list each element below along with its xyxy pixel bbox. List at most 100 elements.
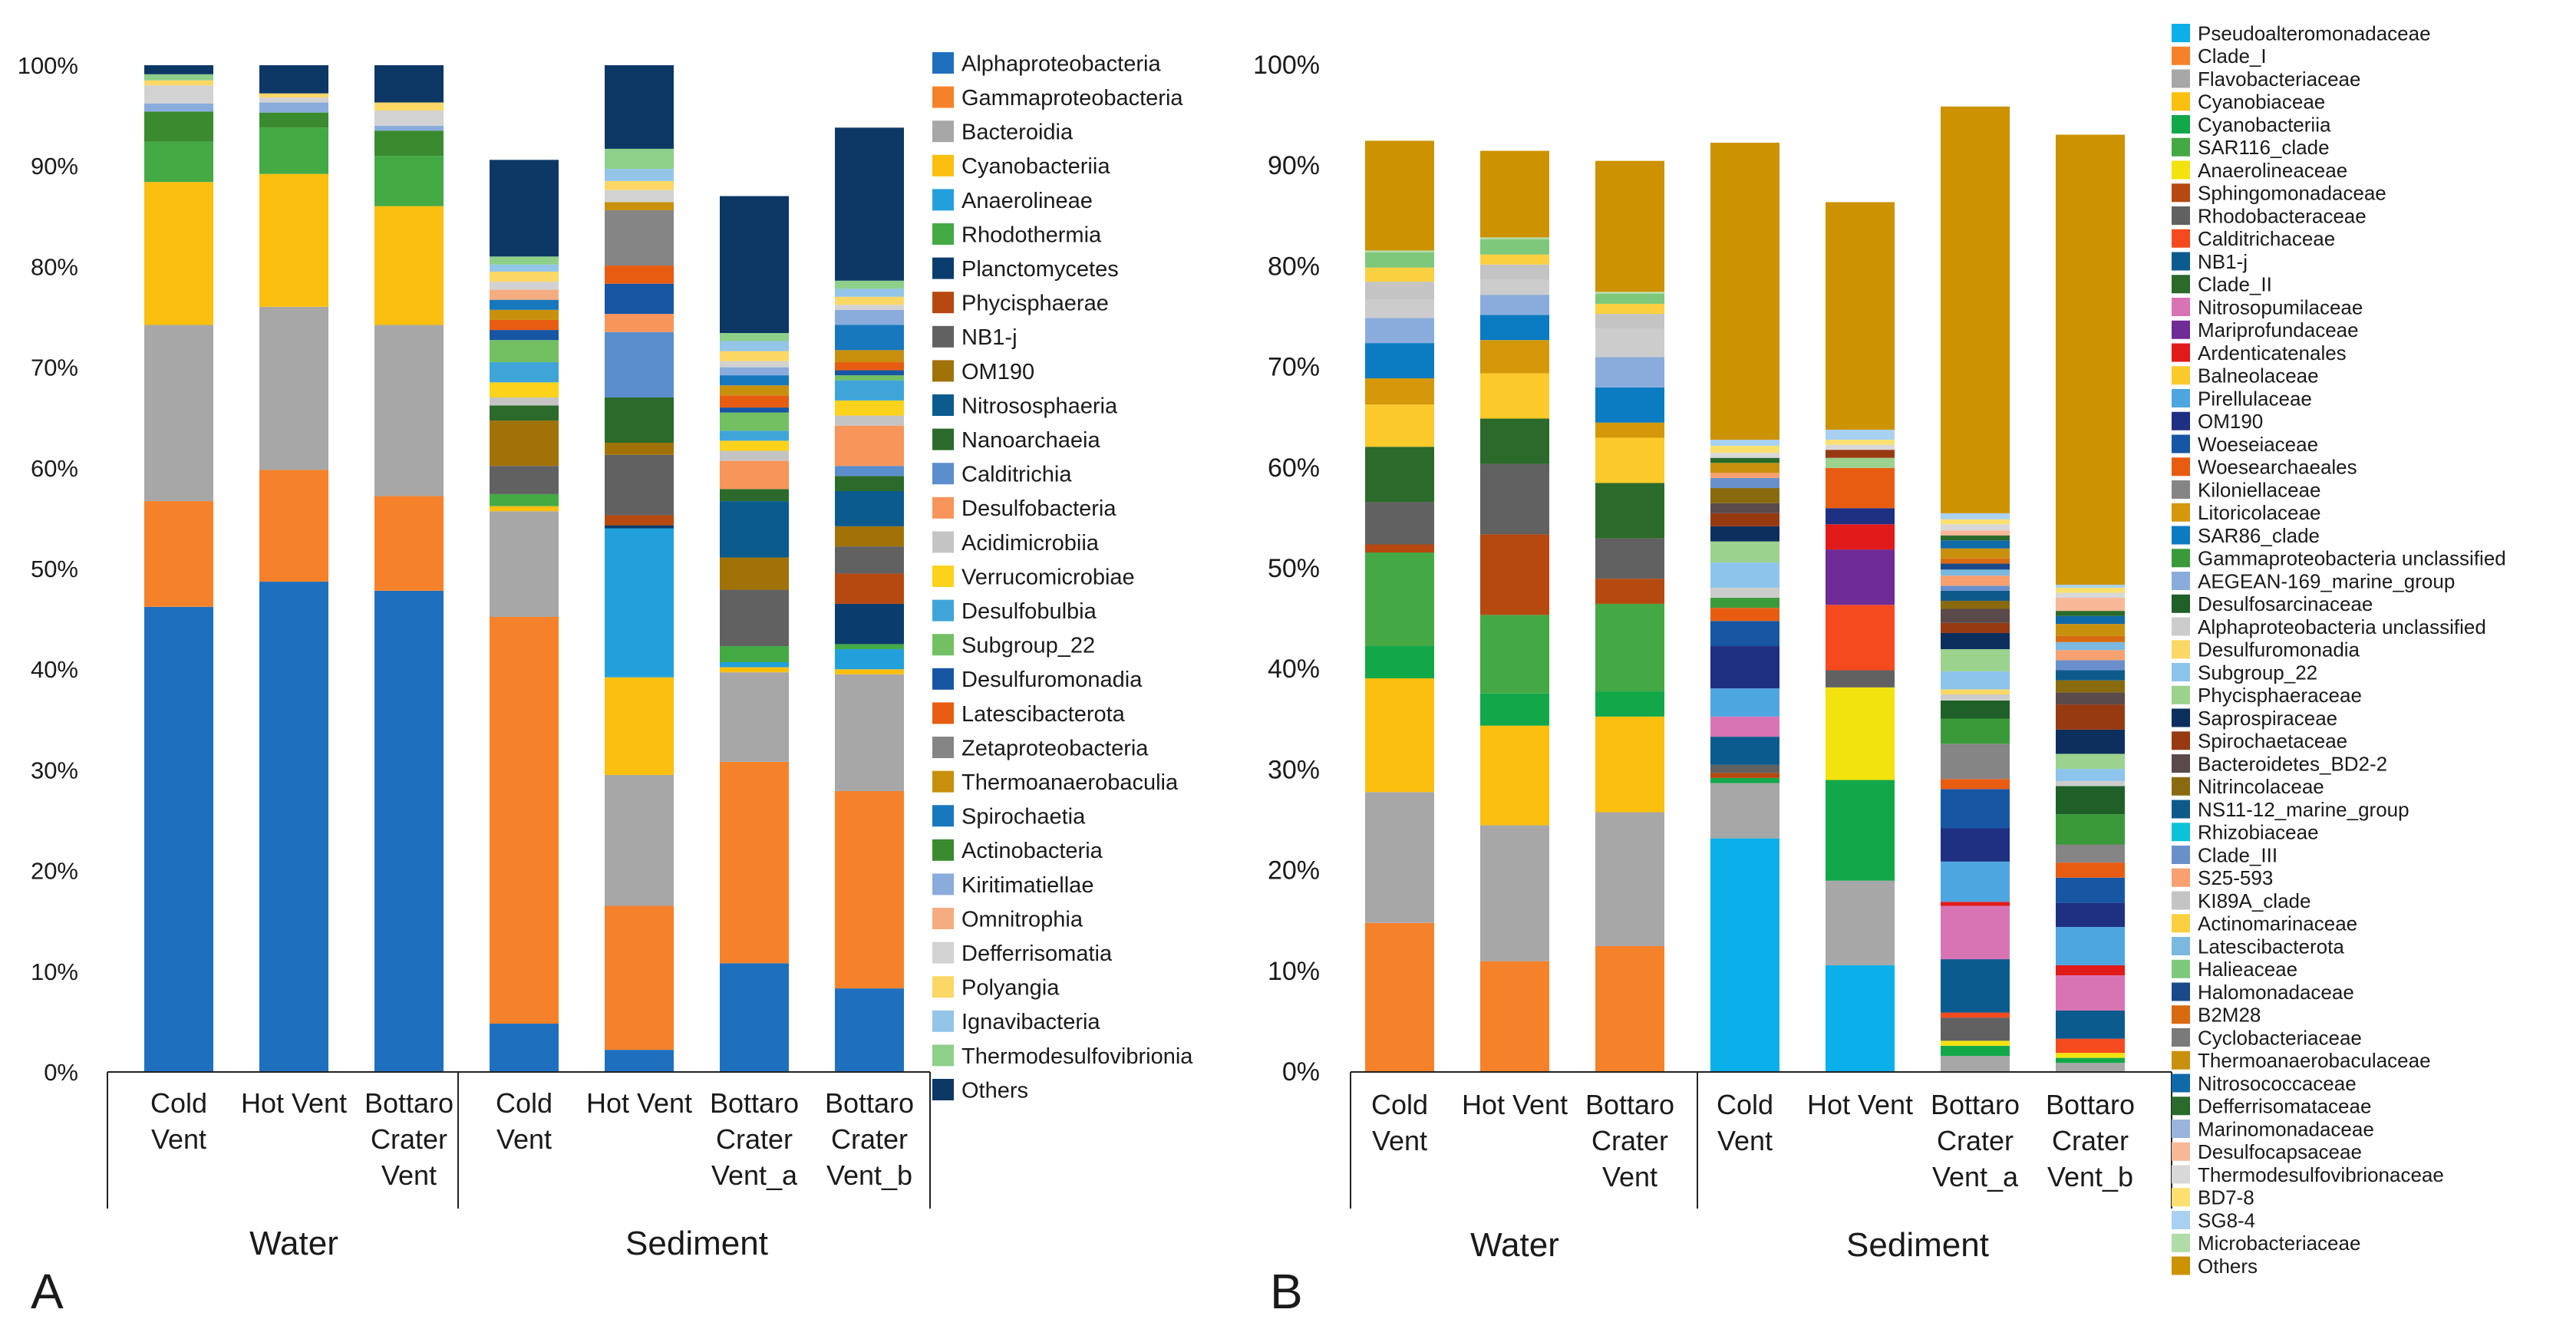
panel-b-legend-swatch-balneolaceae bbox=[2172, 366, 2190, 385]
panel-b-legend-label-thermodesulfovibrionaceae: Thermodesulfovibrionaceae bbox=[2198, 1163, 2444, 1186]
panel-b-legend-label-desulfocapsaceae: Desulfocapsaceae bbox=[2198, 1140, 2362, 1163]
panel-a-bar-segment-om190-5 bbox=[605, 443, 674, 455]
panel-a-bar-segment-kiritimatiellae-6 bbox=[720, 367, 789, 376]
panel-a-bar-segment-om190-4 bbox=[490, 420, 559, 467]
panel-b-bar-segment-woesearchaeales-7 bbox=[2056, 862, 2125, 878]
panel-b-legend-swatch-sar86-clade bbox=[2172, 526, 2190, 545]
panel-b-legend-swatch-cyanobiaceae bbox=[2172, 92, 2190, 111]
panel-b-legend-swatch-flavobacteriaceae bbox=[2172, 69, 2190, 88]
panel-a-category-label: Bottaro bbox=[710, 1087, 799, 1119]
panel-a-legend-label-nb1-j: NB1-j bbox=[961, 325, 1018, 350]
panel-b-legend-swatch-nitrosococcaceae bbox=[2172, 1074, 2190, 1093]
panel-b-bar-segment-ki89a-clade-2 bbox=[1480, 264, 1549, 280]
panel-a-bar-segment-polyangia-2 bbox=[259, 93, 328, 97]
panel-a-legend-swatch-actinobacteria bbox=[932, 839, 954, 861]
panel-b-legend-swatch-pirellulaceae bbox=[2172, 389, 2190, 407]
panel-b-bar-segment-spirochaetaceae-6 bbox=[1941, 622, 2010, 633]
panel-a-bar-segment-defferrisomatia-1 bbox=[144, 85, 213, 104]
panel-a-legend-swatch-bacteroidia bbox=[932, 120, 954, 143]
panel-a-bar-segment-cyanobacteriia-3 bbox=[374, 206, 444, 325]
panel-b-bar-segment-others-1 bbox=[1365, 140, 1434, 251]
panel-b-legend-label-clade-iii: Clade_III bbox=[2198, 843, 2278, 866]
panel-a-bar-segment-kiritimatiellae-1 bbox=[144, 103, 213, 112]
panel-a-legend-swatch-desulfuromonadia bbox=[932, 668, 954, 690]
panel-b-legend-swatch-bacteroidetes-bd2-2 bbox=[2172, 754, 2190, 773]
panel-a-bar-segment-desulfuromonadia-6 bbox=[720, 407, 789, 413]
panel-b-bar-segment-others-6 bbox=[1941, 106, 2010, 513]
panel-b-bar-segment-nitrosopumilaceae-6 bbox=[1941, 905, 2010, 960]
panel-b-bar-segment-kiloniellaceae-6 bbox=[1941, 744, 2010, 780]
panel-a-legend-label-thermodesulfovibrionia: Thermodesulfovibrionia bbox=[961, 1044, 1193, 1069]
panel-b-y-tick-label: 10% bbox=[1268, 957, 1320, 986]
panel-b-legend-swatch-others bbox=[2172, 1256, 2190, 1275]
panel-b-bar-segment-clade-ii-1 bbox=[1365, 447, 1434, 503]
panel-a-bar-segment-subgroup-22-7 bbox=[835, 375, 904, 381]
panel-b-bar-segment-thermodesulfovibrionaceae-5 bbox=[1826, 444, 1895, 450]
panel-a-bar-segment-acidimicrobiia-4 bbox=[490, 397, 559, 406]
panel-a-bar-segment-kiritimatiellae-3 bbox=[374, 125, 444, 131]
panel-b-bar-segment-saprospiraceae-7 bbox=[2056, 729, 2125, 754]
panel-b-legend-swatch-bd7-8 bbox=[2172, 1188, 2190, 1207]
panel-a-bar-segment-rhodothermia-7 bbox=[835, 644, 904, 649]
panel-b-category-label: Crater bbox=[1591, 1125, 1668, 1156]
panel-b-legend-label-nitrosococcaceae: Nitrosococcaceae bbox=[2198, 1072, 2357, 1095]
panel-a-bar-segment-desulfobulbia-4 bbox=[490, 362, 559, 383]
panel-a-legend-swatch-others bbox=[932, 1079, 954, 1100]
panel-b-legend-label-bd7-8: BD7-8 bbox=[2198, 1186, 2254, 1209]
panel-a-legend-swatch-subgroup-22 bbox=[932, 634, 954, 656]
panel-a-legend-label-zetaproteobacteria: Zetaproteobacteria bbox=[961, 736, 1149, 760]
panel-b-legend-label-halomonadaceae: Halomonadaceae bbox=[2198, 981, 2354, 1004]
panel-b-bar-segment-nb1-j-6 bbox=[1941, 959, 2010, 1013]
panel-b-bar-segment-latescibacterota-6 bbox=[1941, 569, 2010, 576]
panel-a-category-label: Cold bbox=[496, 1087, 552, 1119]
panel-b-bar-segment-spirochaetaceae-5 bbox=[1826, 450, 1895, 458]
panel-b-legend-swatch-calditrichaceae bbox=[2172, 229, 2190, 248]
panel-a-bar-segment-planctomycetes-5 bbox=[605, 525, 674, 529]
panel-b-bar-segment-pseudoalteromonadaceae-4 bbox=[1710, 838, 1779, 1072]
panel-b-category-label: Vent bbox=[1717, 1125, 1773, 1156]
panel-b-bar-segment-sar86-clade-3 bbox=[1595, 387, 1664, 423]
panel-b-bar-segment-sg8-4-5 bbox=[1826, 429, 1895, 440]
panel-b-label: B bbox=[1270, 1264, 1303, 1319]
panel-a-legend-label-alphaproteobacteria: Alphaproteobacteria bbox=[961, 51, 1161, 76]
panel-b-bar-segment-b2m28-7 bbox=[2056, 635, 2125, 642]
panel-a-bar-segment-nanoarchaeia-4 bbox=[490, 405, 559, 421]
panel-b-legend-label-pirellulaceae: Pirellulaceae bbox=[2198, 387, 2312, 410]
panel-a-bar-segment-others-2 bbox=[259, 65, 328, 94]
panel-a-bar-segment-polyangia-4 bbox=[490, 271, 559, 282]
panel-a-bar-segment-verrucomicrobiae-7 bbox=[835, 400, 904, 416]
panel-a-bar-segment-rhodothermia-1 bbox=[144, 141, 213, 183]
panel-b-legend-label-sar116-clade: SAR116_clade bbox=[2198, 136, 2330, 159]
panel-a-bar-segment-thermodesulfovibrionia-4 bbox=[490, 256, 559, 265]
panel-b-bar-segment-pirellulaceae-4 bbox=[1710, 688, 1779, 717]
panel-b-legend-label-mariprofundaceae: Mariprofundaceae bbox=[2198, 318, 2359, 341]
panel-a-bar-segment-alphaproteobacteria-4 bbox=[490, 1024, 559, 1072]
panel-b-bar-segment-thermoanaerobaculaceae-6 bbox=[1941, 548, 2010, 559]
panel-a-legend-label-nanoarchaeia: Nanoarchaeia bbox=[961, 428, 1100, 453]
panel-b-bar-segment-desulfosarcinaceae-7 bbox=[2056, 786, 2125, 815]
panel-b-legend-swatch-thermodesulfovibrionaceae bbox=[2172, 1165, 2190, 1184]
panel-b-bar-segment-spirochaetaceae-4 bbox=[1710, 513, 1779, 526]
panel-b-bar-segment-bacteroidetes-bd2-2-4 bbox=[1710, 503, 1779, 513]
panel-a-bar-segment-bacteroidia-1 bbox=[144, 325, 213, 502]
panel-a-bar-segment-polyangia-3 bbox=[374, 102, 444, 111]
panel-b-legend-swatch-nb1-j bbox=[2172, 252, 2190, 271]
panel-b-bar-segment-alphaproteobacteria-unclassified-7 bbox=[2056, 780, 2125, 787]
panel-a-bar-segment-desulfuromonadia-7 bbox=[835, 370, 904, 376]
panel-b-bar-segment-phycisphaeraceae-4 bbox=[1710, 541, 1779, 563]
panel-b-legend-swatch-woeseiaceae bbox=[2172, 434, 2190, 453]
panel-a-y-tick-label: 70% bbox=[31, 355, 78, 381]
panel-b-legend-label-subgroup-22: Subgroup_22 bbox=[2198, 661, 2317, 684]
panel-a-bar-segment-defferrisomatia-5 bbox=[605, 190, 674, 203]
panel-b-legend-label-desulfosarcinaceae: Desulfosarcinaceae bbox=[2198, 592, 2373, 615]
panel-b-bar-segment-mariprofundaceae-5 bbox=[1826, 549, 1895, 605]
panel-a-bar-segment-cyanobacteriia-7 bbox=[835, 669, 904, 674]
panel-b-y-tick-label: 100% bbox=[1253, 51, 1320, 80]
panel-a-bar-segment-desulfobacteria-7 bbox=[835, 425, 904, 467]
panel-a-bar-segment-planctomycetes-7 bbox=[835, 603, 904, 645]
panel-b-y-tick-label: 50% bbox=[1268, 554, 1320, 583]
panel-a-legend-label-desulfuromonadia: Desulfuromonadia bbox=[961, 668, 1143, 692]
panel-b-bar-segment-sphingomonadaceae-4 bbox=[1710, 773, 1779, 778]
panel-a-bar-segment-gammaproteobacteria-7 bbox=[835, 790, 904, 989]
panel-b-bar-segment-desulfuromonadia-6 bbox=[1941, 689, 2010, 694]
